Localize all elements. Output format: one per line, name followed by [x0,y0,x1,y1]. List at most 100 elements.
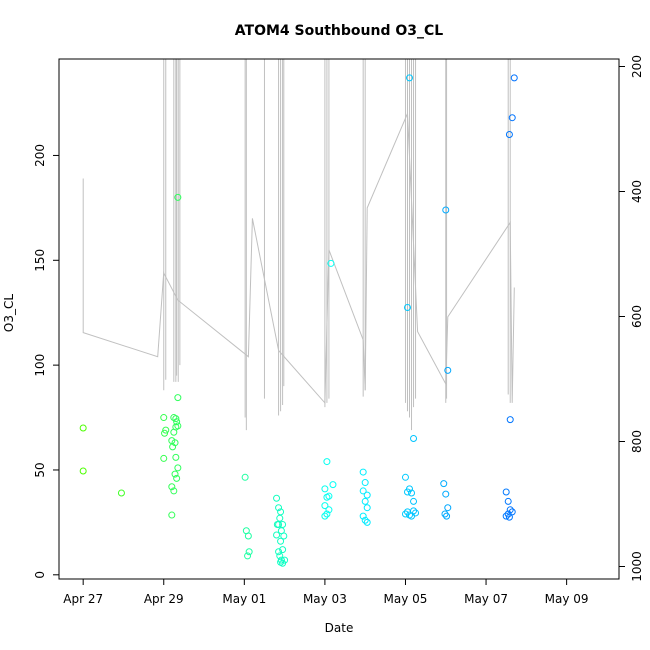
data-point [327,259,335,267]
y2-axis: 200 400 600 800 1000 [618,55,644,582]
data-point [444,366,452,374]
data-point [406,485,414,493]
x-tick-label: May 01 [222,592,266,606]
chart-title: ATOM4 Southbound O3_CL [235,23,443,39]
data-point [325,506,333,514]
data-point [410,435,418,443]
data-point [244,532,252,540]
data-point [401,473,409,481]
y-tick-label: 50 [33,462,47,477]
data-point [174,422,182,430]
data-point [361,497,369,505]
y2-tick-label: 600 [630,305,644,328]
data-point [273,494,281,502]
data-points-layer [79,74,518,567]
data-point [359,468,367,476]
x-tick-label: Apr 27 [63,592,103,606]
x-tick-label: May 07 [464,592,508,606]
data-point [173,418,181,426]
x-tick-label: Apr 29 [144,592,184,606]
y2-tick-label: 200 [630,55,644,78]
data-point [79,424,87,432]
series-line-layer [82,59,515,431]
x-tick-label: May 09 [545,592,589,606]
data-point [323,493,331,501]
y2-tick-label: 800 [630,430,644,453]
data-point [442,490,450,498]
data-point [172,415,180,423]
data-point [412,509,420,517]
data-point [279,520,287,528]
x-tick-label: May 03 [303,592,347,606]
y2-tick-label: 1000 [630,551,644,582]
x-axis-label: Date [325,621,354,635]
data-point [406,74,414,82]
data-point [361,516,369,524]
data-point [323,458,331,466]
data-point [321,502,329,510]
data-point [410,507,418,515]
y2-tick-label: 400 [630,180,644,203]
data-point [169,443,177,451]
data-point [245,548,253,556]
data-point [275,548,283,556]
data-point [363,504,371,512]
data-point [506,416,514,424]
data-point [241,473,249,481]
data-point [174,464,182,472]
data-point [275,504,283,512]
data-point [502,512,510,520]
data-point [441,510,449,518]
data-point [279,546,287,554]
data-point [442,206,450,214]
data-point [505,130,513,138]
data-point [401,510,409,518]
data-point [403,303,411,311]
data-point [408,489,416,497]
data-point [162,426,170,434]
data-point [440,480,448,488]
data-point [276,514,284,522]
data-point [173,474,181,482]
data-point [321,512,329,520]
series-line [82,113,515,405]
data-point [504,510,512,518]
data-point [510,74,518,82]
y-tick-label: 100 [33,354,47,377]
data-point [160,454,168,462]
data-point [361,479,369,487]
data-point [168,483,176,491]
y-axis-label: O3_CL [2,294,16,332]
data-point [323,510,331,518]
data-point [363,491,371,499]
data-point [359,487,367,495]
data-point [410,497,418,505]
data-point [359,512,367,520]
data-point [363,518,371,526]
data-point [329,481,337,489]
data-point [444,504,452,512]
data-point [160,414,168,422]
data-point [321,485,329,493]
data-point [273,531,281,539]
data-point [174,394,182,402]
x-axis: Apr 27 Apr 29 May 01 May 03 May 05 May 07 May … [63,578,589,606]
plot-frame [58,58,620,580]
data-point [277,537,285,545]
data-point [508,508,516,516]
data-point [280,532,288,540]
data-point [172,453,180,461]
y-tick-label: 0 [33,571,47,579]
data-point [443,512,451,520]
y-tick-label: 200 [33,144,47,167]
data-point [117,489,125,497]
data-point [174,193,182,201]
y-tick-label: 150 [33,249,47,272]
data-point [244,552,252,560]
data-point [506,506,514,514]
data-point [504,497,512,505]
data-point [508,114,516,122]
x-tick-label: May 05 [384,592,428,606]
data-point [273,520,281,528]
